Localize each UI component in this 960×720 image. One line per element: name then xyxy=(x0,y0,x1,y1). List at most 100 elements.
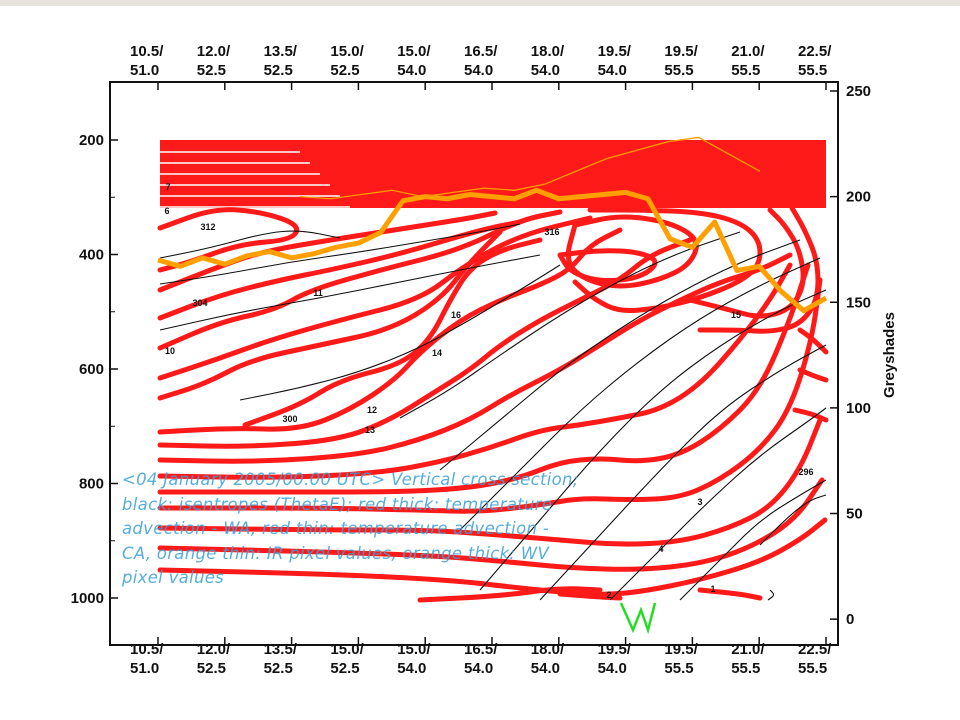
x-tick-label: 55.5 xyxy=(798,660,827,677)
x-tick-label: 13.5/ xyxy=(264,43,298,60)
x-tick-label: 55.5 xyxy=(664,62,693,79)
wa-contour xyxy=(157,277,823,514)
x-tick-label: 54.0 xyxy=(531,660,560,677)
isentrope xyxy=(759,494,827,546)
x-tick-label: 55.5 xyxy=(731,62,760,79)
x-tick-label: 16.5/ xyxy=(464,641,498,658)
x-tick-label: 55.5 xyxy=(664,660,693,677)
x-tick-label: 54.0 xyxy=(464,660,493,677)
y-right-tick-label: 100 xyxy=(846,400,871,417)
x-tick-label: 51.0 xyxy=(130,660,159,677)
isentrope xyxy=(459,257,821,531)
wa-contour xyxy=(157,207,300,273)
x-tick-label: 22.5/ xyxy=(798,43,832,60)
isentrope xyxy=(767,589,775,601)
isentrope xyxy=(479,289,827,591)
x-tick-label: 52.5 xyxy=(264,660,293,677)
wa-contour xyxy=(697,587,763,601)
isentrope xyxy=(609,407,827,601)
contour-label: 300 xyxy=(282,414,297,424)
x-tick-label: 15.0/ xyxy=(397,641,431,658)
x-tick-label: 16.5/ xyxy=(464,43,498,60)
x-tick-label: 21.0/ xyxy=(731,641,765,658)
x-tick-label: 54.0 xyxy=(397,660,426,677)
isentrope xyxy=(159,230,341,259)
y-right-tick-label: 250 xyxy=(846,83,871,100)
wa-contour xyxy=(697,205,821,334)
y-right-tick-label: 150 xyxy=(846,294,871,311)
x-tick-label: 54.0 xyxy=(397,62,426,79)
contour-label: 10 xyxy=(165,346,175,356)
isentrope xyxy=(539,344,827,601)
w-marker xyxy=(619,602,657,635)
x-tick-label: 52.5 xyxy=(197,660,226,677)
x-tick-label: 19.5/ xyxy=(598,641,632,658)
x-tick-label: 19.5/ xyxy=(598,43,632,60)
x-tick-label: 15.0/ xyxy=(330,43,364,60)
y-left-tick-label: 600 xyxy=(79,361,104,378)
y-left-tick-label: 400 xyxy=(79,247,104,264)
contour-label: 16 xyxy=(451,310,461,320)
wa-contour xyxy=(157,229,503,401)
x-tick-label: 13.5/ xyxy=(264,641,298,658)
wa-contour xyxy=(157,237,693,449)
contour-label: 7 xyxy=(165,182,170,192)
isentrope xyxy=(159,254,541,331)
x-tick-label: 12.0/ xyxy=(197,641,231,658)
wa-contour xyxy=(417,586,603,603)
wa-contour xyxy=(157,219,523,321)
x-tick-label: 15.0/ xyxy=(330,641,364,658)
x-tick-label: 52.5 xyxy=(330,660,359,677)
y-left-tick-label: 1000 xyxy=(71,590,104,607)
contour-label: 2 xyxy=(606,590,611,600)
x-tick-label: 51.0 xyxy=(130,62,159,79)
contour-label: 6 xyxy=(164,206,169,216)
x-tick-label: 10.5/ xyxy=(130,43,164,60)
wa-contour xyxy=(797,367,829,383)
x-tick-label: 22.5/ xyxy=(798,641,832,658)
contour-label: 316 xyxy=(544,227,559,237)
x-tick-label: 10.5/ xyxy=(130,641,164,658)
x-tick-label: 54.0 xyxy=(598,62,627,79)
y-right-tick-label: 200 xyxy=(846,189,871,206)
ir-pixel-line xyxy=(299,136,761,200)
y-left-tick-label: 800 xyxy=(79,476,104,493)
contour-label: 14 xyxy=(432,348,442,358)
wa-contour xyxy=(157,252,793,464)
contour-label: 3 xyxy=(697,497,702,507)
contour-label: 13 xyxy=(365,425,375,435)
x-tick-label: 54.0 xyxy=(531,62,560,79)
contour-label: 296 xyxy=(798,467,813,477)
wa-contour xyxy=(157,262,811,495)
plot-frame xyxy=(109,81,839,646)
wa-contour xyxy=(797,327,829,355)
y-right-tick-label: 0 xyxy=(846,611,854,628)
wa-contour xyxy=(157,262,793,480)
wa-contour xyxy=(157,209,563,351)
y-right-axis-label: Greyshades xyxy=(881,312,898,398)
x-tick-label: 52.5 xyxy=(264,62,293,79)
isentrope xyxy=(159,223,521,285)
y-right-tick-label: 50 xyxy=(846,506,863,523)
wa-contour xyxy=(157,227,623,435)
x-tick-label: 52.5 xyxy=(197,62,226,79)
contour-label: 304 xyxy=(192,298,207,308)
x-tick-label: 55.5 xyxy=(798,62,827,79)
wa-contour xyxy=(557,591,623,601)
top-strip xyxy=(0,0,960,6)
wa-contour xyxy=(157,477,825,572)
x-tick-label: 19.5/ xyxy=(664,43,698,60)
x-tick-label: 55.5 xyxy=(731,660,760,677)
x-tick-label: 54.0 xyxy=(598,660,627,677)
contour-label: 312 xyxy=(200,222,215,232)
x-tick-label: 21.0/ xyxy=(731,43,765,60)
wa-contour xyxy=(242,237,543,428)
y-left-tick-label: 200 xyxy=(79,132,104,149)
x-tick-label: 18.0/ xyxy=(531,43,565,60)
wa-contour xyxy=(157,215,593,381)
x-tick-label: 15.0/ xyxy=(397,43,431,60)
isentrope xyxy=(679,479,827,601)
figure-caption: <04 January 2005/00.00 UTC> Vertical cro… xyxy=(122,470,579,587)
wa-contour xyxy=(565,214,699,289)
